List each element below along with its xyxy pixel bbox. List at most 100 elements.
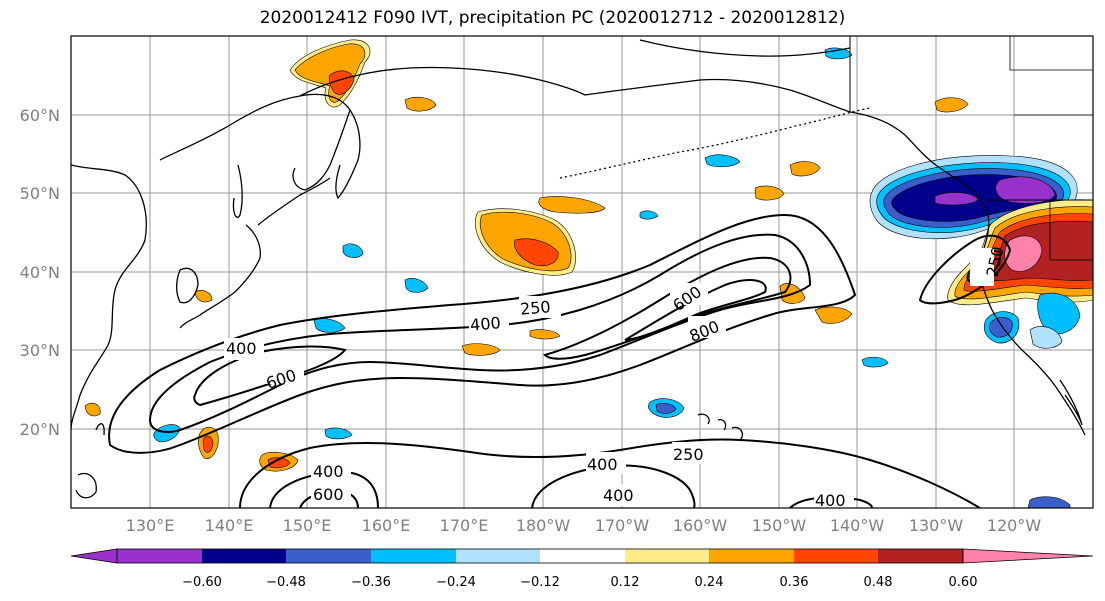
coast-siberia-north xyxy=(299,66,586,97)
coast-sakhalin xyxy=(232,164,243,218)
precip-positive-tropics-4 xyxy=(814,306,853,324)
latitude-labels: 60°N 50°N 40°N 30°N 20°N xyxy=(20,106,60,439)
colorbar-outline xyxy=(116,548,964,564)
coast-baja xyxy=(1059,379,1083,426)
colorbar-tick-neg-060: −0.60 xyxy=(182,575,222,590)
lon-label-140e: 140°E xyxy=(205,516,254,535)
coast-okhotsk xyxy=(159,93,351,191)
precip-negative-pacific-8 xyxy=(324,427,353,440)
coast-japan xyxy=(179,224,261,329)
lon-label-160e: 160°E xyxy=(362,516,411,535)
lon-label-140w: 140°W xyxy=(830,516,885,535)
colorbar-segment-6 xyxy=(625,549,709,563)
colorbar-segment-2 xyxy=(286,549,371,563)
colorbar-segment-4 xyxy=(456,549,540,563)
border-provinces xyxy=(1009,36,1093,261)
lon-label-130e: 130°E xyxy=(126,516,175,535)
lon-label-150e: 150°E xyxy=(283,516,332,535)
lat-label-40n: 40°N xyxy=(20,263,60,282)
contour-label-400-a: 400 xyxy=(469,313,501,335)
colorbar-segment-9 xyxy=(878,549,963,563)
precip-negative-pacific-7 xyxy=(639,210,659,220)
lon-label-130w: 130°W xyxy=(909,516,964,535)
gridlines xyxy=(71,36,1093,508)
ivt-contour-600-east xyxy=(543,256,792,360)
colorbar-extend-min xyxy=(70,548,118,564)
precip-positive-bering xyxy=(404,96,437,112)
colorbar-segment-7 xyxy=(709,549,794,563)
precip-positive-central-2 xyxy=(538,196,606,214)
ivt-contour-labels: 250 400 600 800 400 600 250 400 600 400 … xyxy=(224,245,1008,510)
contour-label-400-c: 400 xyxy=(313,462,344,481)
colorbar xyxy=(70,548,1094,564)
precip-negative-hawaii-1-core xyxy=(655,403,677,414)
colorbar-extend-max xyxy=(962,548,1094,564)
contour-label-250-b: 250 xyxy=(673,445,704,464)
contour-label-400-b: 400 xyxy=(226,339,257,358)
coast-alaska xyxy=(584,78,976,193)
precip-negative-bc-core2 xyxy=(934,192,979,206)
precip-negative-bc-core xyxy=(995,176,1056,204)
lon-label-170w: 170°W xyxy=(595,516,650,535)
precip-positive-tropics-7 xyxy=(529,329,561,340)
precip-positive-central-4 xyxy=(789,161,821,177)
colorbar-tick-pos-012: 0.12 xyxy=(611,575,640,590)
coast-philippines xyxy=(75,472,97,499)
colorbar-tick-neg-036: −0.36 xyxy=(351,575,391,590)
ivt-contour-400-south-mid xyxy=(531,464,696,508)
precip-negative-sw-2 xyxy=(1037,292,1081,335)
colorbar-tick-neg-024: −0.24 xyxy=(436,575,476,590)
coast-aleutians xyxy=(559,107,871,179)
precip-positive-tropics-1-core xyxy=(267,457,291,469)
coast-us-west xyxy=(977,264,1086,436)
precip-positive-tropics-6 xyxy=(194,290,213,303)
coastlines xyxy=(71,36,1093,499)
precip-negative-japan-1 xyxy=(153,424,181,443)
coast-korea xyxy=(175,267,199,304)
coast-alaska-north xyxy=(639,39,851,57)
lon-label-180w: 180°W xyxy=(516,516,571,535)
precip-positive-tropics-2 xyxy=(461,343,501,356)
precip-positive-ca-pink xyxy=(1004,235,1043,272)
precip-positive-gulf xyxy=(934,97,969,113)
colorbar-tick-pos-036: 0.36 xyxy=(780,575,809,590)
ivt-contour-400-main xyxy=(148,233,812,433)
precip-positive-central-red xyxy=(514,238,559,267)
contour-label-400-e: 400 xyxy=(603,486,634,505)
colorbar-tick-labels: −0.60 −0.48 −0.36 −0.24 −0.12 0.12 0.24 … xyxy=(182,575,977,590)
colorbar-segment-3 xyxy=(371,549,456,563)
ivt-contour-250-south xyxy=(239,438,981,508)
colorbar-tick-pos-048: 0.48 xyxy=(864,575,893,590)
coast-hawaii xyxy=(697,413,744,441)
lon-label-160w: 160°W xyxy=(673,516,728,535)
contour-label-400-f: 400 xyxy=(815,491,846,510)
colorbar-segment-8 xyxy=(794,549,878,563)
coast-kamchatka xyxy=(335,109,361,200)
ivt-contour-250-main xyxy=(108,213,857,454)
colorbar-tick-neg-048: −0.48 xyxy=(266,575,306,590)
precip-negative-sw-3 xyxy=(1029,326,1063,349)
contour-label-250-a: 250 xyxy=(519,297,551,319)
precip-positive-tropics-5 xyxy=(84,402,101,417)
lon-label-150w: 150°W xyxy=(752,516,807,535)
contour-label-600-c: 600 xyxy=(313,485,344,504)
ivt-contour-800 xyxy=(624,279,767,341)
colorbar-tick-pos-060: 0.60 xyxy=(949,575,978,590)
precip-positive-central-3 xyxy=(754,185,785,201)
lat-label-50n: 50°N xyxy=(20,184,60,203)
contour-label-400-d: 400 xyxy=(587,455,618,474)
coast-kuril xyxy=(257,177,331,226)
lat-label-30n: 30°N xyxy=(20,341,60,360)
precip-negative-pacific-3 xyxy=(404,278,429,293)
colorbar-segment-5 xyxy=(540,549,625,563)
colorbar-tick-neg-012: −0.12 xyxy=(520,575,560,590)
map-title: 2020012412 F090 IVT, precipitation PC (2… xyxy=(259,8,846,28)
colorbar-segment-0 xyxy=(117,549,202,563)
lat-label-20n: 20°N xyxy=(20,420,60,439)
precip-negative-pacific-4 xyxy=(342,243,364,258)
map-frame xyxy=(70,35,1094,509)
lat-label-60n: 60°N xyxy=(20,106,60,125)
precip-positive-south-japan-core xyxy=(202,435,214,453)
precip-negative-pacific-6 xyxy=(861,356,889,368)
